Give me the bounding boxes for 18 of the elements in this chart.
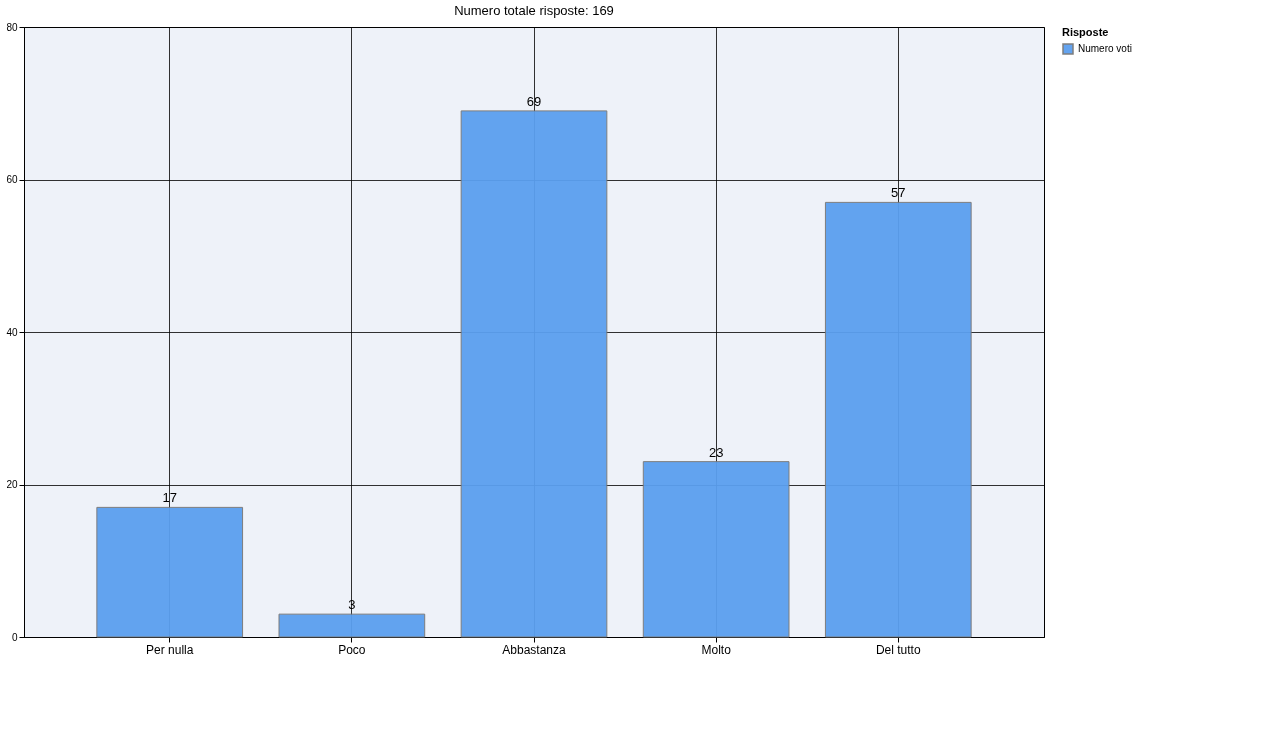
bar: [96, 506, 244, 638]
y-tick-label: 20: [6, 479, 18, 490]
y-tick-label: 60: [6, 174, 18, 185]
x-tick-label: Molto: [701, 642, 732, 657]
legend-title: Risposte: [1062, 26, 1109, 38]
chart-title: Numero totale risposte: 169: [454, 3, 614, 18]
x-tick-label: Poco: [338, 642, 366, 657]
x-tick-label: Per nulla: [146, 642, 194, 657]
bar: [824, 201, 972, 638]
x-tick-label: Abbastanza: [502, 642, 567, 657]
y-tick-label: 0: [11, 631, 18, 643]
bar: [460, 110, 608, 638]
bar: [642, 461, 790, 638]
legend-label: Numero voti: [1078, 43, 1132, 54]
y-tick-label: 40: [6, 326, 18, 338]
x-tick-label: Del tutto: [875, 642, 921, 657]
y-tick-label: 80: [6, 21, 18, 33]
bar: [278, 613, 426, 638]
